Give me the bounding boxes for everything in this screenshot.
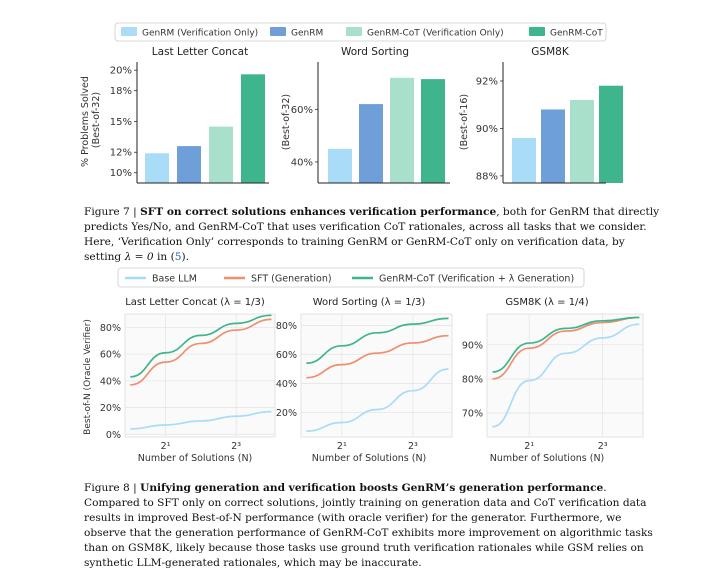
legend-swatch-genrm-cot-verif-only: [346, 27, 362, 36]
y-tick-label: 40%: [100, 376, 121, 387]
y-tick-label: 12%: [110, 148, 132, 159]
chart-title: GSM8K (λ = 1/4): [505, 297, 588, 308]
x-tick-label: 2¹: [161, 441, 171, 452]
y-axis-label-line1: % Problems Solved: [80, 76, 91, 167]
series-line-1: [492, 316, 640, 380]
bar-3: [599, 85, 623, 183]
y-tick-label: 88%: [476, 171, 498, 182]
y-axis-label: Best-of-N (Oracle Verifier): [83, 319, 93, 435]
bar-0: [328, 148, 352, 183]
plot-area: [300, 313, 453, 438]
bar-chart-gsm8k: GSM8K (Best-of-16) 88% 90% 92%: [459, 46, 623, 184]
y-tick-label: 40%: [291, 157, 313, 168]
bar-2: [209, 126, 233, 183]
chart-title: GSM8K: [531, 46, 570, 58]
bar-0: [145, 153, 169, 183]
bar-0: [512, 137, 536, 183]
series-line-2: [306, 317, 449, 365]
plot-area: [124, 313, 276, 438]
legend-label-genrm-verif-only: GenRM (Verification Only): [142, 29, 258, 39]
legend-label-genrm-cot: GenRM-CoT: [550, 29, 603, 39]
y-tick-label: 40%: [276, 379, 297, 390]
x-tick-label: 2³: [231, 441, 241, 452]
y-tick-label: 90%: [476, 124, 498, 135]
x-axis-label: Number of Solutions (N): [312, 453, 427, 464]
caption-prefix: Figure 7 |: [84, 206, 141, 218]
legend-label-genrm: GenRM: [291, 29, 323, 39]
chart-title: Last Letter Concat: [152, 46, 248, 58]
y-tick-label: 20%: [100, 403, 121, 414]
caption-text-2: in (: [153, 251, 175, 263]
caption-bold: SFT on correct solutions enhances verifi…: [140, 206, 497, 218]
series-line-1: [306, 334, 449, 379]
line-chart-last-letter: Last Letter Concat (λ = 1/3) Best-of-N (…: [83, 297, 276, 464]
y-tick-label: 20%: [110, 66, 132, 77]
bar-1: [541, 109, 565, 183]
figure-8-caption: Figure 8 | Unifying generation and verif…: [84, 481, 664, 571]
line-chart-word-sorting: Word Sorting (λ = 1/3) Number of Solutio…: [276, 297, 453, 464]
y-tick-label: 0%: [106, 430, 121, 441]
legend-swatch-genrm-cot: [529, 27, 545, 36]
x-axis-label: Number of Solutions (N): [490, 453, 605, 464]
series-line-2: [492, 316, 640, 373]
legend-label-genrm-cot: GenRM-CoT (Verification + λ Generation): [379, 274, 574, 285]
y-tick-label: 80%: [462, 374, 483, 385]
bar-1: [177, 146, 201, 183]
x-axis-label: Number of Solutions (N): [138, 453, 253, 464]
legend-swatch-genrm: [270, 27, 286, 36]
caption-text-3: ).: [181, 251, 190, 263]
y-tick-label: 10%: [110, 168, 132, 179]
legend-swatch-genrm-verif-only: [121, 27, 137, 36]
caption-text-1: , both for GenRM that directly predicts …: [84, 206, 660, 263]
y-tick-label: 90%: [462, 340, 483, 351]
equation-ref-link[interactable]: 5: [174, 251, 182, 263]
y-tick-label: 70%: [462, 409, 483, 420]
y-tick-label: 80%: [100, 323, 121, 334]
figure-7-caption: Figure 7 | SFT on correct solutions enha…: [84, 205, 664, 265]
y-tick-label: 20%: [276, 408, 297, 419]
figure-7: GenRM (Verification Only) GenRM GenRM-Co…: [80, 22, 623, 184]
x-tick-label: 2¹: [524, 441, 534, 452]
caption-math: λ = 0: [124, 251, 154, 263]
y-tick-label: 60%: [100, 350, 121, 361]
y-tick-label: 60%: [276, 350, 297, 361]
y-axis-label: (Best-of-16): [459, 94, 470, 150]
y-tick-label: 15%: [110, 117, 132, 128]
figure-7-legend: GenRM (Verification Only) GenRM GenRM-Co…: [114, 22, 607, 42]
series-line-0: [306, 368, 449, 433]
y-tick-label: 18%: [110, 86, 132, 97]
bar-chart-word-sorting: Word Sorting (Best-of-32) 40% 60%: [281, 46, 450, 184]
series-line-0: [492, 323, 640, 428]
chart-title: Word Sorting: [341, 46, 409, 58]
y-tick-label: 80%: [276, 321, 297, 332]
bar-2: [570, 99, 594, 183]
bar-1: [359, 104, 383, 183]
bar-3: [421, 79, 445, 183]
x-tick-label: 2³: [598, 441, 608, 452]
bar-2: [390, 77, 414, 183]
bar-chart-last-letter: Last Letter Concat % Problems Solved (Be…: [80, 46, 269, 184]
chart-title: Last Letter Concat (λ = 1/3): [125, 297, 265, 308]
series-line-0: [130, 410, 272, 430]
line-chart-gsm8k: GSM8K (λ = 1/4) Number of Solutions (N) …: [462, 297, 644, 464]
legend-label-base: Base LLM: [152, 274, 197, 285]
x-tick-label: 2³: [408, 441, 418, 452]
chart-title: Word Sorting (λ = 1/3): [313, 297, 426, 308]
legend-label-sft: SFT (Generation): [251, 274, 332, 285]
y-axis-label: (Best-of-32): [281, 94, 292, 150]
caption-bold: Unifying generation and verification boo…: [140, 482, 604, 494]
y-tick-label: 92%: [476, 76, 498, 87]
series-line-2: [130, 314, 272, 378]
bar-3: [241, 74, 265, 183]
y-axis-label: % Problems Solved (Best-of-32): [80, 73, 102, 167]
legend-label-genrm-cot-verif-only: GenRM-CoT (Verification Only): [367, 29, 504, 39]
y-axis-label-line2: (Best-of-32): [91, 92, 102, 148]
x-tick-label: 2¹: [337, 441, 347, 452]
caption-prefix: Figure 8 |: [84, 482, 141, 494]
figure-8-legend: Base LLM SFT (Generation) GenRM-CoT (Ver…: [117, 267, 585, 288]
caption-text: . Compared to SFT only on correct soluti…: [84, 482, 653, 569]
y-tick-label: 60%: [291, 105, 313, 116]
series-line-1: [130, 318, 272, 386]
figure-8: Base LLM SFT (Generation) GenRM-CoT (Ver…: [83, 267, 644, 464]
